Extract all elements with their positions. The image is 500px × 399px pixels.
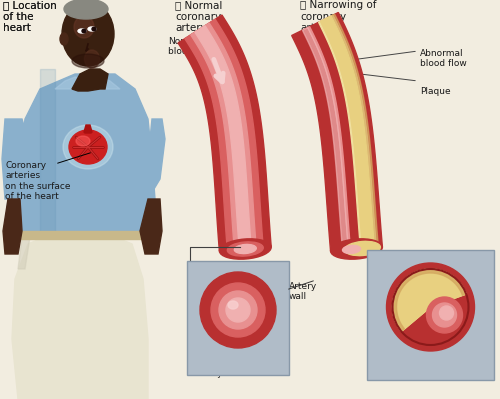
- Text: Ⓑ Normal
coronary
artery: Ⓑ Normal coronary artery: [175, 0, 222, 33]
- Ellipse shape: [234, 245, 256, 254]
- Ellipse shape: [228, 301, 238, 309]
- Ellipse shape: [344, 241, 380, 256]
- Text: Artery
wall: Artery wall: [289, 282, 318, 301]
- Polygon shape: [84, 125, 92, 133]
- Polygon shape: [140, 199, 162, 254]
- Ellipse shape: [330, 239, 382, 259]
- Ellipse shape: [88, 27, 96, 31]
- Polygon shape: [18, 237, 30, 269]
- Polygon shape: [331, 14, 378, 247]
- Polygon shape: [5, 74, 155, 231]
- Wedge shape: [392, 269, 466, 332]
- Ellipse shape: [78, 29, 86, 33]
- Ellipse shape: [220, 239, 271, 259]
- Polygon shape: [190, 23, 256, 250]
- Ellipse shape: [63, 125, 113, 169]
- Text: Artery cross-section: Artery cross-section: [196, 369, 280, 378]
- Ellipse shape: [64, 0, 108, 19]
- Ellipse shape: [69, 130, 107, 164]
- Polygon shape: [308, 27, 350, 250]
- Text: Abnormal
blood flow: Abnormal blood flow: [420, 49, 467, 68]
- Circle shape: [426, 297, 462, 333]
- Text: Narrowed: Narrowed: [412, 371, 454, 380]
- Polygon shape: [185, 19, 263, 251]
- Polygon shape: [3, 199, 22, 254]
- Wedge shape: [394, 271, 464, 330]
- Ellipse shape: [82, 29, 86, 33]
- FancyBboxPatch shape: [367, 250, 494, 380]
- Text: Ⓐ Location
of the
heart: Ⓐ Location of the heart: [3, 0, 57, 33]
- Text: Normal
blood flow: Normal blood flow: [168, 37, 215, 56]
- Polygon shape: [320, 16, 374, 249]
- Circle shape: [386, 263, 474, 351]
- Circle shape: [211, 283, 265, 337]
- Ellipse shape: [74, 16, 94, 38]
- Ellipse shape: [342, 245, 360, 253]
- Circle shape: [219, 291, 257, 329]
- Polygon shape: [12, 237, 148, 399]
- Polygon shape: [20, 231, 148, 239]
- Text: Ⓒ Narrowing of
coronary
artery: Ⓒ Narrowing of coronary artery: [300, 0, 376, 33]
- Polygon shape: [195, 26, 252, 249]
- Polygon shape: [55, 77, 120, 89]
- Polygon shape: [2, 119, 28, 199]
- FancyBboxPatch shape: [187, 261, 289, 375]
- Circle shape: [200, 272, 276, 348]
- Circle shape: [440, 306, 454, 320]
- Text: Coronary
arteries
on the surface
of the heart: Coronary arteries on the surface of the …: [5, 161, 70, 201]
- Ellipse shape: [228, 242, 263, 256]
- Polygon shape: [72, 69, 108, 91]
- Ellipse shape: [72, 54, 104, 68]
- Ellipse shape: [92, 27, 96, 31]
- Polygon shape: [302, 28, 348, 250]
- Polygon shape: [292, 12, 382, 251]
- Ellipse shape: [60, 33, 68, 45]
- Ellipse shape: [84, 50, 100, 68]
- Circle shape: [432, 303, 456, 327]
- Circle shape: [226, 298, 250, 322]
- Text: artery: artery: [420, 361, 446, 370]
- Polygon shape: [178, 15, 271, 251]
- Ellipse shape: [76, 136, 90, 146]
- Polygon shape: [318, 15, 376, 249]
- Ellipse shape: [62, 2, 114, 66]
- Text: Plaque: Plaque: [420, 87, 450, 96]
- Wedge shape: [392, 269, 466, 332]
- Text: Ⓐ Location
of the
heart: Ⓐ Location of the heart: [3, 0, 57, 33]
- Polygon shape: [40, 69, 55, 234]
- Polygon shape: [145, 119, 165, 199]
- Text: Plaque: Plaque: [440, 371, 469, 380]
